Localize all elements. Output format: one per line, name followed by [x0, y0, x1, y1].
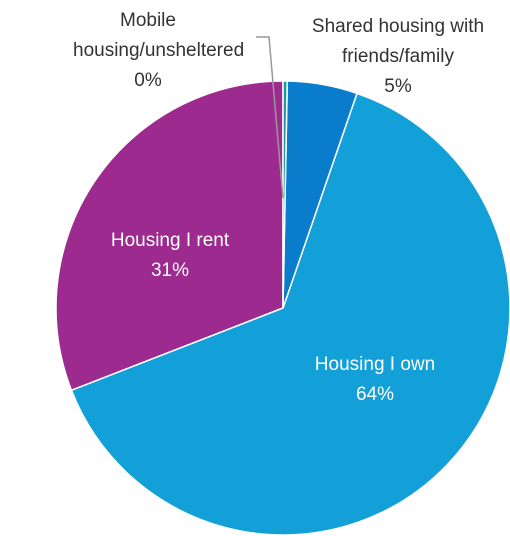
value-label: 31%: [150, 260, 190, 281]
leader-line: [256, 36, 284, 199]
slice-label: Housing I own 64%: [285, 350, 465, 410]
slice-label: Shared housing with friends/family 5%: [283, 12, 510, 102]
pie-slice: [70, 92, 510, 536]
value-label: 5%: [384, 76, 412, 97]
value-label: 64%: [355, 384, 395, 405]
value-label: 0%: [134, 70, 162, 91]
slice-label: Housing I rent 31%: [80, 226, 260, 286]
pie-slice: [55, 80, 284, 392]
category-label: Housing I own: [314, 354, 436, 375]
pie-slice: [282, 80, 289, 309]
category-label: Shared housing with friends/family: [311, 16, 485, 67]
category-label: Mobile housing/unsheltered: [73, 10, 245, 61]
category-label: Housing I rent: [110, 230, 230, 251]
slice-label: Mobile housing/unsheltered 0%: [58, 6, 245, 96]
